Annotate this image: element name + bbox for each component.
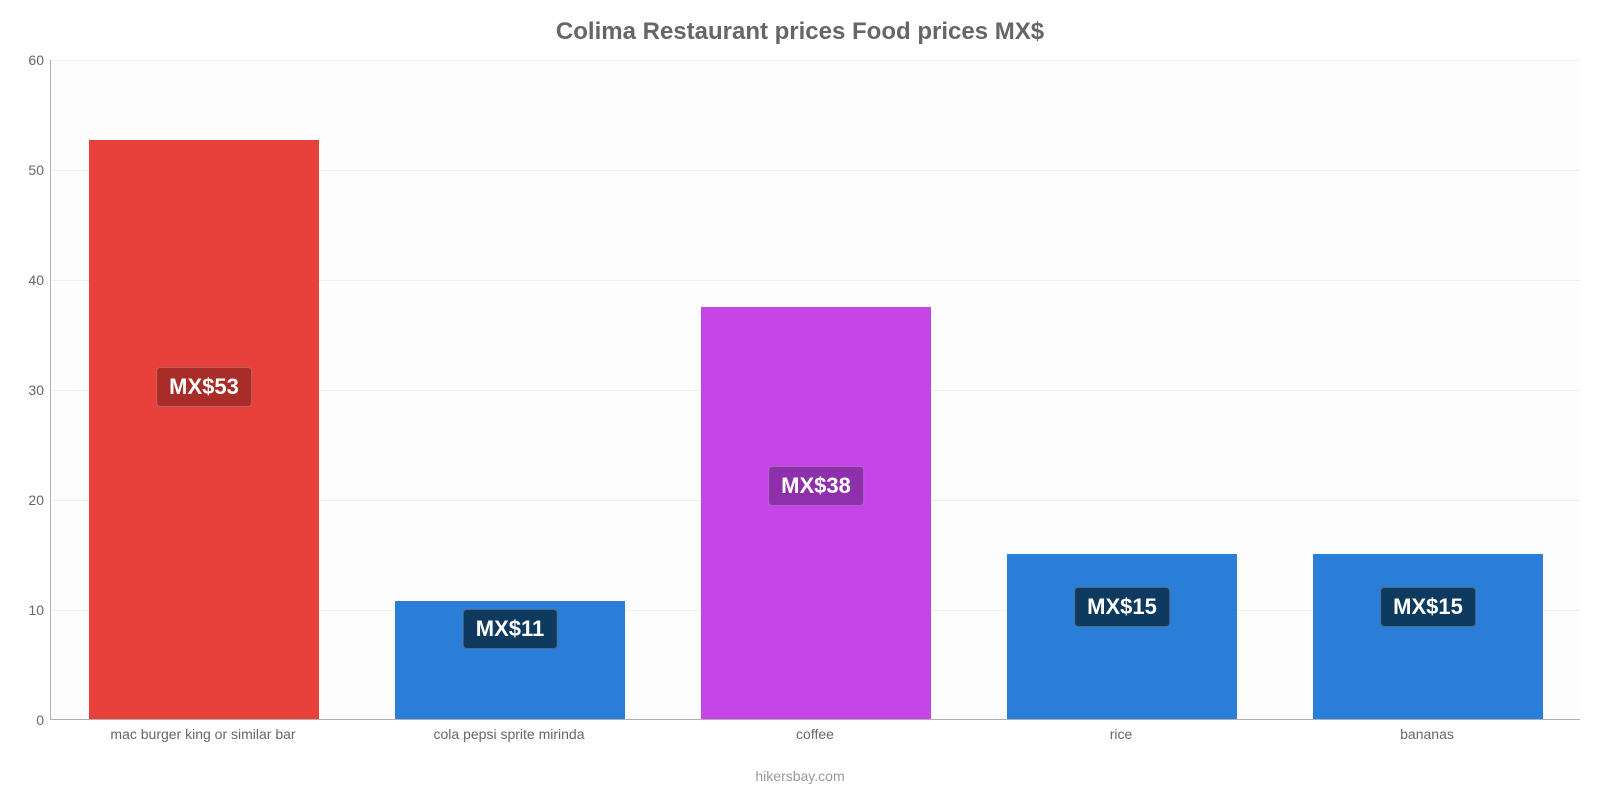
x-tick-label: bananas [1400,726,1454,742]
x-tick-label: coffee [796,726,834,742]
plot-area: MX$53 MX$11 MX$38 MX$15 MX$15 [50,60,1580,720]
x-tick-label: mac burger king or similar bar [110,726,295,742]
data-label: MX$38 [768,466,864,506]
y-tick-label: 0 [4,712,44,728]
y-tick-label: 50 [4,162,44,178]
y-tick-label: 30 [4,382,44,398]
bars-group: MX$53 MX$11 MX$38 MX$15 MX$15 [51,60,1580,719]
data-label: MX$15 [1380,587,1476,627]
bar [1313,554,1543,719]
bar [1007,554,1237,719]
y-tick-label: 60 [4,52,44,68]
data-label: MX$15 [1074,587,1170,627]
data-label: MX$53 [156,367,252,407]
y-tick-label: 10 [4,602,44,618]
bar [701,307,931,720]
bar [89,140,319,719]
x-tick-label: rice [1110,726,1133,742]
chart-title: Colima Restaurant prices Food prices MX$ [0,18,1600,46]
x-tick-label: cola pepsi sprite mirinda [434,726,585,742]
data-label: MX$11 [463,609,558,649]
chart-container: Colima Restaurant prices Food prices MX$… [0,0,1600,800]
y-tick-label: 20 [4,492,44,508]
y-tick-label: 40 [4,272,44,288]
chart-footer: hikersbay.com [0,768,1600,784]
